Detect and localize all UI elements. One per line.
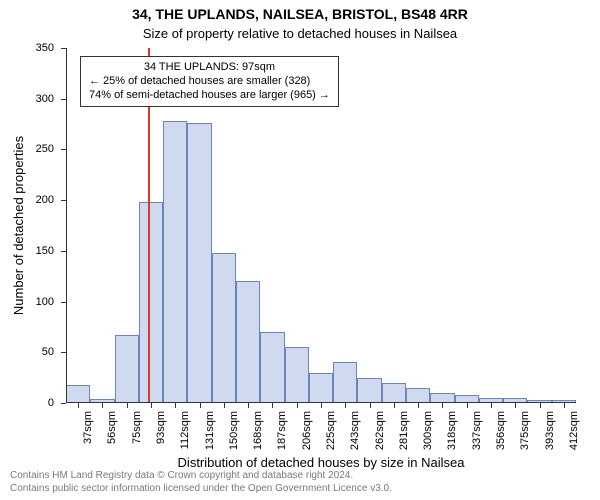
histogram-bar	[236, 281, 260, 403]
info-line-2: ← 25% of detached houses are smaller (32…	[89, 75, 330, 89]
y-tick-mark	[61, 149, 66, 150]
y-tick-mark	[61, 403, 66, 404]
x-axis-label: Distribution of detached houses by size …	[66, 455, 576, 470]
y-tick-mark	[61, 200, 66, 201]
footer-line-2: Contains public sector information licen…	[10, 483, 392, 494]
histogram-bar	[187, 123, 211, 403]
x-tick-mark	[102, 403, 103, 408]
y-tick-label: 300	[0, 93, 54, 105]
x-tick-mark	[175, 403, 176, 408]
x-tick-label: 262sqm	[374, 411, 386, 461]
histogram-bar	[115, 335, 139, 403]
x-tick-label: 206sqm	[301, 411, 313, 461]
x-tick-mark	[248, 403, 249, 408]
histogram-bar	[260, 332, 284, 403]
histogram-bar	[139, 202, 163, 403]
x-tick-mark	[491, 403, 492, 408]
info-line-3: 74% of semi-detached houses are larger (…	[89, 89, 330, 103]
x-tick-mark	[394, 403, 395, 408]
x-tick-mark	[200, 403, 201, 408]
x-tick-label: 187sqm	[276, 411, 288, 461]
y-tick-mark	[61, 99, 66, 100]
footer-line-1: Contains HM Land Registry data © Crown c…	[10, 470, 353, 481]
histogram-bar	[382, 383, 406, 403]
chart-subtitle: Size of property relative to detached ho…	[0, 26, 600, 41]
x-tick-mark	[442, 403, 443, 408]
y-tick-label: 150	[0, 245, 54, 257]
x-tick-mark	[540, 403, 541, 408]
x-tick-label: 93sqm	[155, 411, 167, 461]
x-tick-label: 75sqm	[131, 411, 143, 461]
y-tick-mark	[61, 302, 66, 303]
x-tick-label: 412sqm	[568, 411, 580, 461]
y-tick-label: 200	[0, 194, 54, 206]
x-tick-mark	[370, 403, 371, 408]
x-tick-label: 243sqm	[349, 411, 361, 461]
x-tick-mark	[418, 403, 419, 408]
x-tick-label: 56sqm	[106, 411, 118, 461]
x-tick-mark	[127, 403, 128, 408]
x-tick-label: 225sqm	[325, 411, 337, 461]
x-tick-label: 150sqm	[228, 411, 240, 461]
y-tick-label: 100	[0, 296, 54, 308]
histogram-bar	[406, 388, 430, 403]
x-tick-label: 281sqm	[398, 411, 410, 461]
histogram-bar	[309, 373, 333, 403]
x-tick-label: 131sqm	[204, 411, 216, 461]
x-tick-label: 375sqm	[519, 411, 531, 461]
y-tick-mark	[61, 48, 66, 49]
x-tick-label: 318sqm	[446, 411, 458, 461]
y-tick-label: 250	[0, 143, 54, 155]
x-tick-mark	[272, 403, 273, 408]
histogram-bar	[285, 347, 309, 403]
x-tick-mark	[515, 403, 516, 408]
info-box: 34 THE UPLANDS: 97sqm ← 25% of detached …	[80, 56, 339, 107]
x-tick-mark	[151, 403, 152, 408]
x-tick-mark	[224, 403, 225, 408]
chart-container: 34, THE UPLANDS, NAILSEA, BRISTOL, BS48 …	[0, 0, 600, 500]
x-tick-label: 37sqm	[82, 411, 94, 461]
histogram-bar	[163, 121, 187, 403]
y-tick-mark	[61, 352, 66, 353]
histogram-bar	[66, 385, 90, 403]
x-tick-mark	[78, 403, 79, 408]
histogram-bar	[212, 253, 236, 403]
chart-title: 34, THE UPLANDS, NAILSEA, BRISTOL, BS48 …	[0, 6, 600, 22]
x-tick-mark	[564, 403, 565, 408]
x-tick-label: 112sqm	[179, 411, 191, 461]
histogram-bar	[357, 378, 381, 403]
plot-area: 34 THE UPLANDS: 97sqm ← 25% of detached …	[66, 48, 576, 403]
x-tick-label: 337sqm	[471, 411, 483, 461]
y-tick-label: 50	[0, 346, 54, 358]
y-tick-label: 350	[0, 42, 54, 54]
x-tick-mark	[345, 403, 346, 408]
x-tick-mark	[321, 403, 322, 408]
histogram-bar	[333, 362, 357, 403]
x-tick-label: 300sqm	[422, 411, 434, 461]
x-tick-mark	[467, 403, 468, 408]
y-tick-label: 0	[0, 397, 54, 409]
x-tick-label: 168sqm	[252, 411, 264, 461]
y-axis-line	[66, 48, 67, 403]
y-tick-mark	[61, 251, 66, 252]
x-tick-label: 356sqm	[495, 411, 507, 461]
info-line-1: 34 THE UPLANDS: 97sqm	[89, 61, 330, 75]
x-tick-mark	[297, 403, 298, 408]
x-tick-label: 393sqm	[544, 411, 556, 461]
